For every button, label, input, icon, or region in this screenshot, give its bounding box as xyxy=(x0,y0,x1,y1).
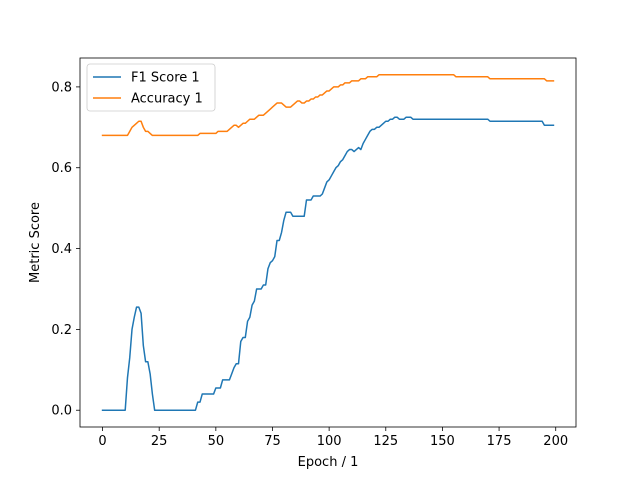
x-tick-label: 0 xyxy=(98,434,106,449)
y-tick-label: 0.2 xyxy=(51,323,72,338)
y-tick-label: 0.8 xyxy=(51,80,72,95)
y-tick-label: 0.0 xyxy=(51,404,72,419)
x-axis-label: Epoch / 1 xyxy=(298,455,359,470)
x-tick-label: 150 xyxy=(430,434,455,449)
series-line-2 xyxy=(101,74,555,137)
x-tick-label: 175 xyxy=(487,434,512,449)
axes-frame xyxy=(79,57,577,428)
x-tick-label: 75 xyxy=(264,434,281,449)
legend-label-1: F1 Score 1 xyxy=(131,71,200,86)
legend-label-2: Accuracy 1 xyxy=(131,92,203,107)
y-tick-label: 0.6 xyxy=(51,161,72,176)
x-tick-label: 125 xyxy=(373,434,398,449)
legend: F1 Score 1 Accuracy 1 xyxy=(86,63,216,112)
x-tick-label: 100 xyxy=(317,434,342,449)
y-axis-label: Metric Score xyxy=(28,202,43,283)
series-layer xyxy=(101,74,555,411)
plot-background xyxy=(80,58,576,427)
ticks-layer: 0 25 50 75 100 125 150 175 200 0.0 0.2 0.4 0.6 0.8 xyxy=(51,80,568,449)
x-tick-label: 200 xyxy=(543,434,568,449)
y-tick-label: 0.4 xyxy=(51,242,72,257)
x-tick-label: 25 xyxy=(151,434,168,449)
axes-layer xyxy=(79,57,577,428)
series-line-1 xyxy=(101,116,555,411)
plot-area xyxy=(80,58,576,427)
x-tick-label: 50 xyxy=(208,434,225,449)
legend-box xyxy=(86,63,216,112)
